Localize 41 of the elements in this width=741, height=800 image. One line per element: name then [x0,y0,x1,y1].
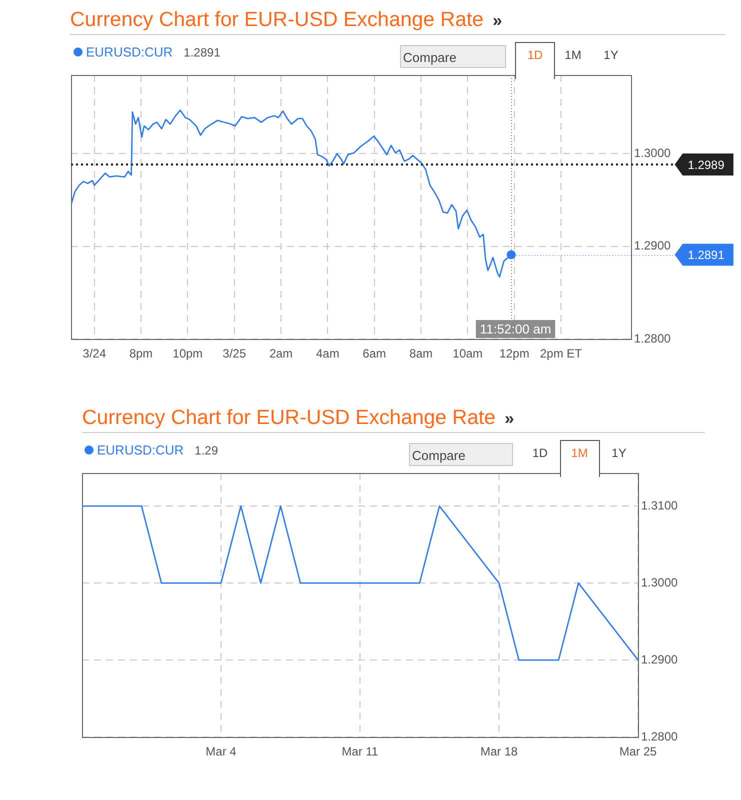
annotation: 1.2891 [688,248,725,262]
text: » [504,409,514,428]
x-tick-label: Mar 18 [480,744,518,759]
y-tick-label: 1.3000 [634,146,672,160]
text: 1M [571,445,588,462]
text: 1.2891 [184,45,221,60]
x-tick-label: Mar 11 [342,744,379,759]
x-tick-label: 3/24 [82,346,106,361]
y-tick-label: 1.2900 [634,238,672,253]
x-tick-label: 10am [452,346,483,361]
x-tick-label: 12pm [499,346,530,361]
y-tick-label: 1.3100 [641,498,678,512]
text: Compare [403,49,456,67]
text: 1D [532,445,548,462]
x-tick-label: 3/25 [222,346,246,361]
text: Compare [412,447,466,465]
text: 1Y [604,47,618,64]
text: 1.29 [194,443,218,458]
chart-title: Currency Chart for EUR-USD Exchange Rate [70,8,484,31]
y-tick-label: 1.3000 [641,575,678,590]
x-tick-label: 6am [362,346,386,361]
y-tick-label: 1.2800 [641,729,678,744]
x-tick-label: Mar 4 [206,744,237,759]
x-tick-label: 10pm [172,346,203,361]
x-tick-label: 8pm [129,346,153,361]
x-tick-label: 4am [316,346,340,361]
ref-line-label: 11:52:00 am [480,322,552,337]
text: 1Y [612,445,626,462]
text: 1M [564,47,582,64]
y-tick-label: 1.2900 [641,652,678,666]
x-tick-label: 8am [409,346,433,361]
ref-line-label: 1.2989 [688,158,725,172]
legend-label: EURUSD:CUR [86,44,173,60]
x-tick-label: 2am [269,346,293,361]
text: » [492,11,502,30]
x-tick-label: 2pm ET [540,346,583,361]
y-tick-label: 1.2800 [634,331,672,346]
chart-title: Currency Chart for EUR-USD Exchange Rate [82,406,496,429]
x-tick-label: Mar 25 [619,744,657,759]
text: 1D [527,47,543,64]
legend-label: EURUSD:CUR [97,442,184,458]
